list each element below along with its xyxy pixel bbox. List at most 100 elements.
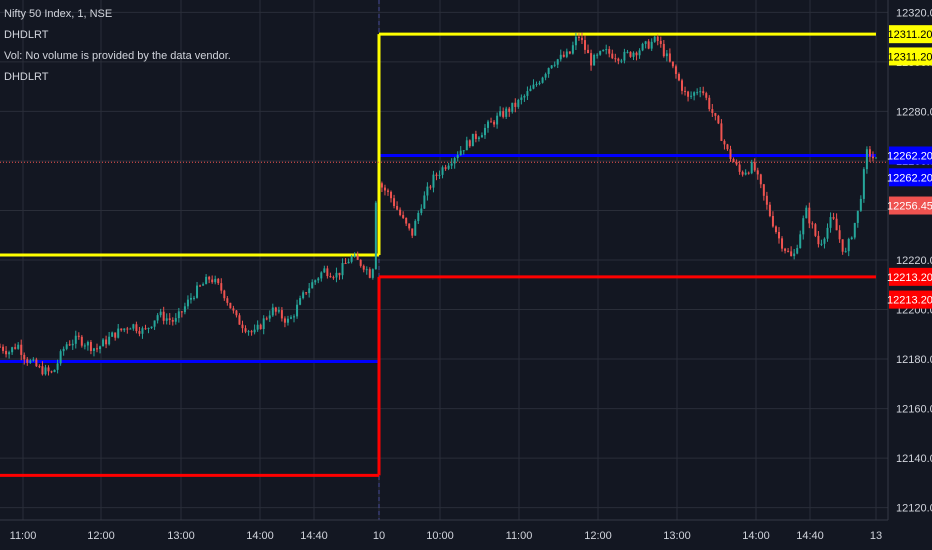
candle (717, 114, 720, 125)
candle (665, 49, 668, 62)
candle (411, 228, 414, 239)
candle-body (338, 272, 341, 276)
candle (735, 159, 738, 166)
candle-body (226, 298, 229, 303)
candles (0, 32, 877, 376)
candle (580, 32, 583, 45)
candle (41, 361, 44, 376)
candle (247, 329, 250, 336)
candle-body (399, 209, 402, 216)
candle-body (408, 223, 411, 229)
candle (617, 57, 620, 65)
candle-body (765, 195, 768, 205)
candle-body (171, 320, 174, 322)
candle-body (823, 238, 826, 244)
candle-body (832, 217, 835, 219)
candle (417, 210, 420, 224)
candle (726, 143, 729, 151)
candle-body (471, 133, 474, 147)
candle-body (744, 172, 747, 175)
candle-body (493, 121, 496, 125)
symbol-title[interactable]: Nifty 50 Index, 1, NSE (4, 8, 113, 20)
candle (165, 313, 168, 325)
candle-body (386, 190, 389, 192)
candle (38, 364, 41, 369)
candle (535, 81, 538, 87)
candle (774, 225, 777, 234)
candle-body (353, 255, 356, 257)
candle (856, 210, 859, 228)
candle (502, 107, 505, 119)
candle-body (796, 248, 799, 254)
candle (632, 51, 635, 61)
candle (499, 106, 502, 117)
candle (562, 51, 565, 58)
candle (859, 195, 862, 212)
candle-body (302, 292, 305, 299)
candle (365, 266, 368, 275)
candle (671, 61, 674, 69)
candle-body (568, 51, 571, 54)
candle-body (268, 315, 271, 319)
price-badge-label: 12213.20 (887, 295, 932, 307)
candle-body (214, 278, 217, 283)
candle-body (714, 113, 717, 116)
candle-body (23, 354, 26, 360)
candle-body (347, 261, 350, 264)
candle (426, 182, 429, 201)
candle-body (180, 311, 183, 313)
candle-body (38, 366, 41, 368)
candle (399, 207, 402, 217)
candle (741, 170, 744, 177)
candle (605, 44, 608, 55)
candle-body (614, 58, 617, 60)
candle (11, 346, 14, 355)
candle (47, 365, 50, 376)
candle (750, 159, 753, 175)
candle (450, 158, 453, 170)
candle (244, 325, 247, 334)
indicator-label[interactable]: DHDLRT (4, 71, 49, 83)
candle (496, 112, 499, 129)
indicator-label[interactable]: DHDLRT (4, 29, 49, 41)
candle-body (417, 212, 420, 221)
candle-body (699, 91, 702, 93)
candle-body (329, 276, 332, 278)
candle (120, 328, 123, 332)
candle-body (596, 54, 599, 56)
candle-body (435, 174, 438, 176)
candle (232, 305, 235, 314)
candle (711, 103, 714, 118)
candle (71, 339, 74, 350)
price-badges: 12311.20 12311.20 12262.20 12262.20 12256.45… (887, 25, 932, 309)
candle-body (859, 198, 862, 211)
candle (635, 51, 638, 61)
candle-body (380, 183, 383, 188)
candle-body (235, 310, 238, 316)
x-tick-label: 14:00 (246, 530, 274, 542)
candle-body (47, 367, 50, 372)
candle-body (847, 238, 850, 252)
candle-body (20, 344, 23, 355)
candle (626, 49, 629, 54)
candle (402, 211, 405, 220)
candle (684, 86, 687, 96)
candle-body (432, 174, 435, 188)
candle (386, 188, 389, 196)
candle-body (759, 174, 762, 185)
candle (832, 212, 835, 220)
candle-body (702, 91, 705, 94)
candle (641, 42, 644, 52)
candle-body (577, 36, 580, 38)
price-badge-bg (889, 290, 932, 309)
candle (114, 332, 117, 341)
candle-body (559, 54, 562, 60)
candle (487, 119, 490, 133)
candle-body (753, 162, 756, 171)
candle (202, 282, 205, 286)
candle (132, 323, 135, 331)
candle-body (232, 308, 235, 311)
candle-body (605, 49, 608, 51)
candle-body (2, 346, 5, 351)
